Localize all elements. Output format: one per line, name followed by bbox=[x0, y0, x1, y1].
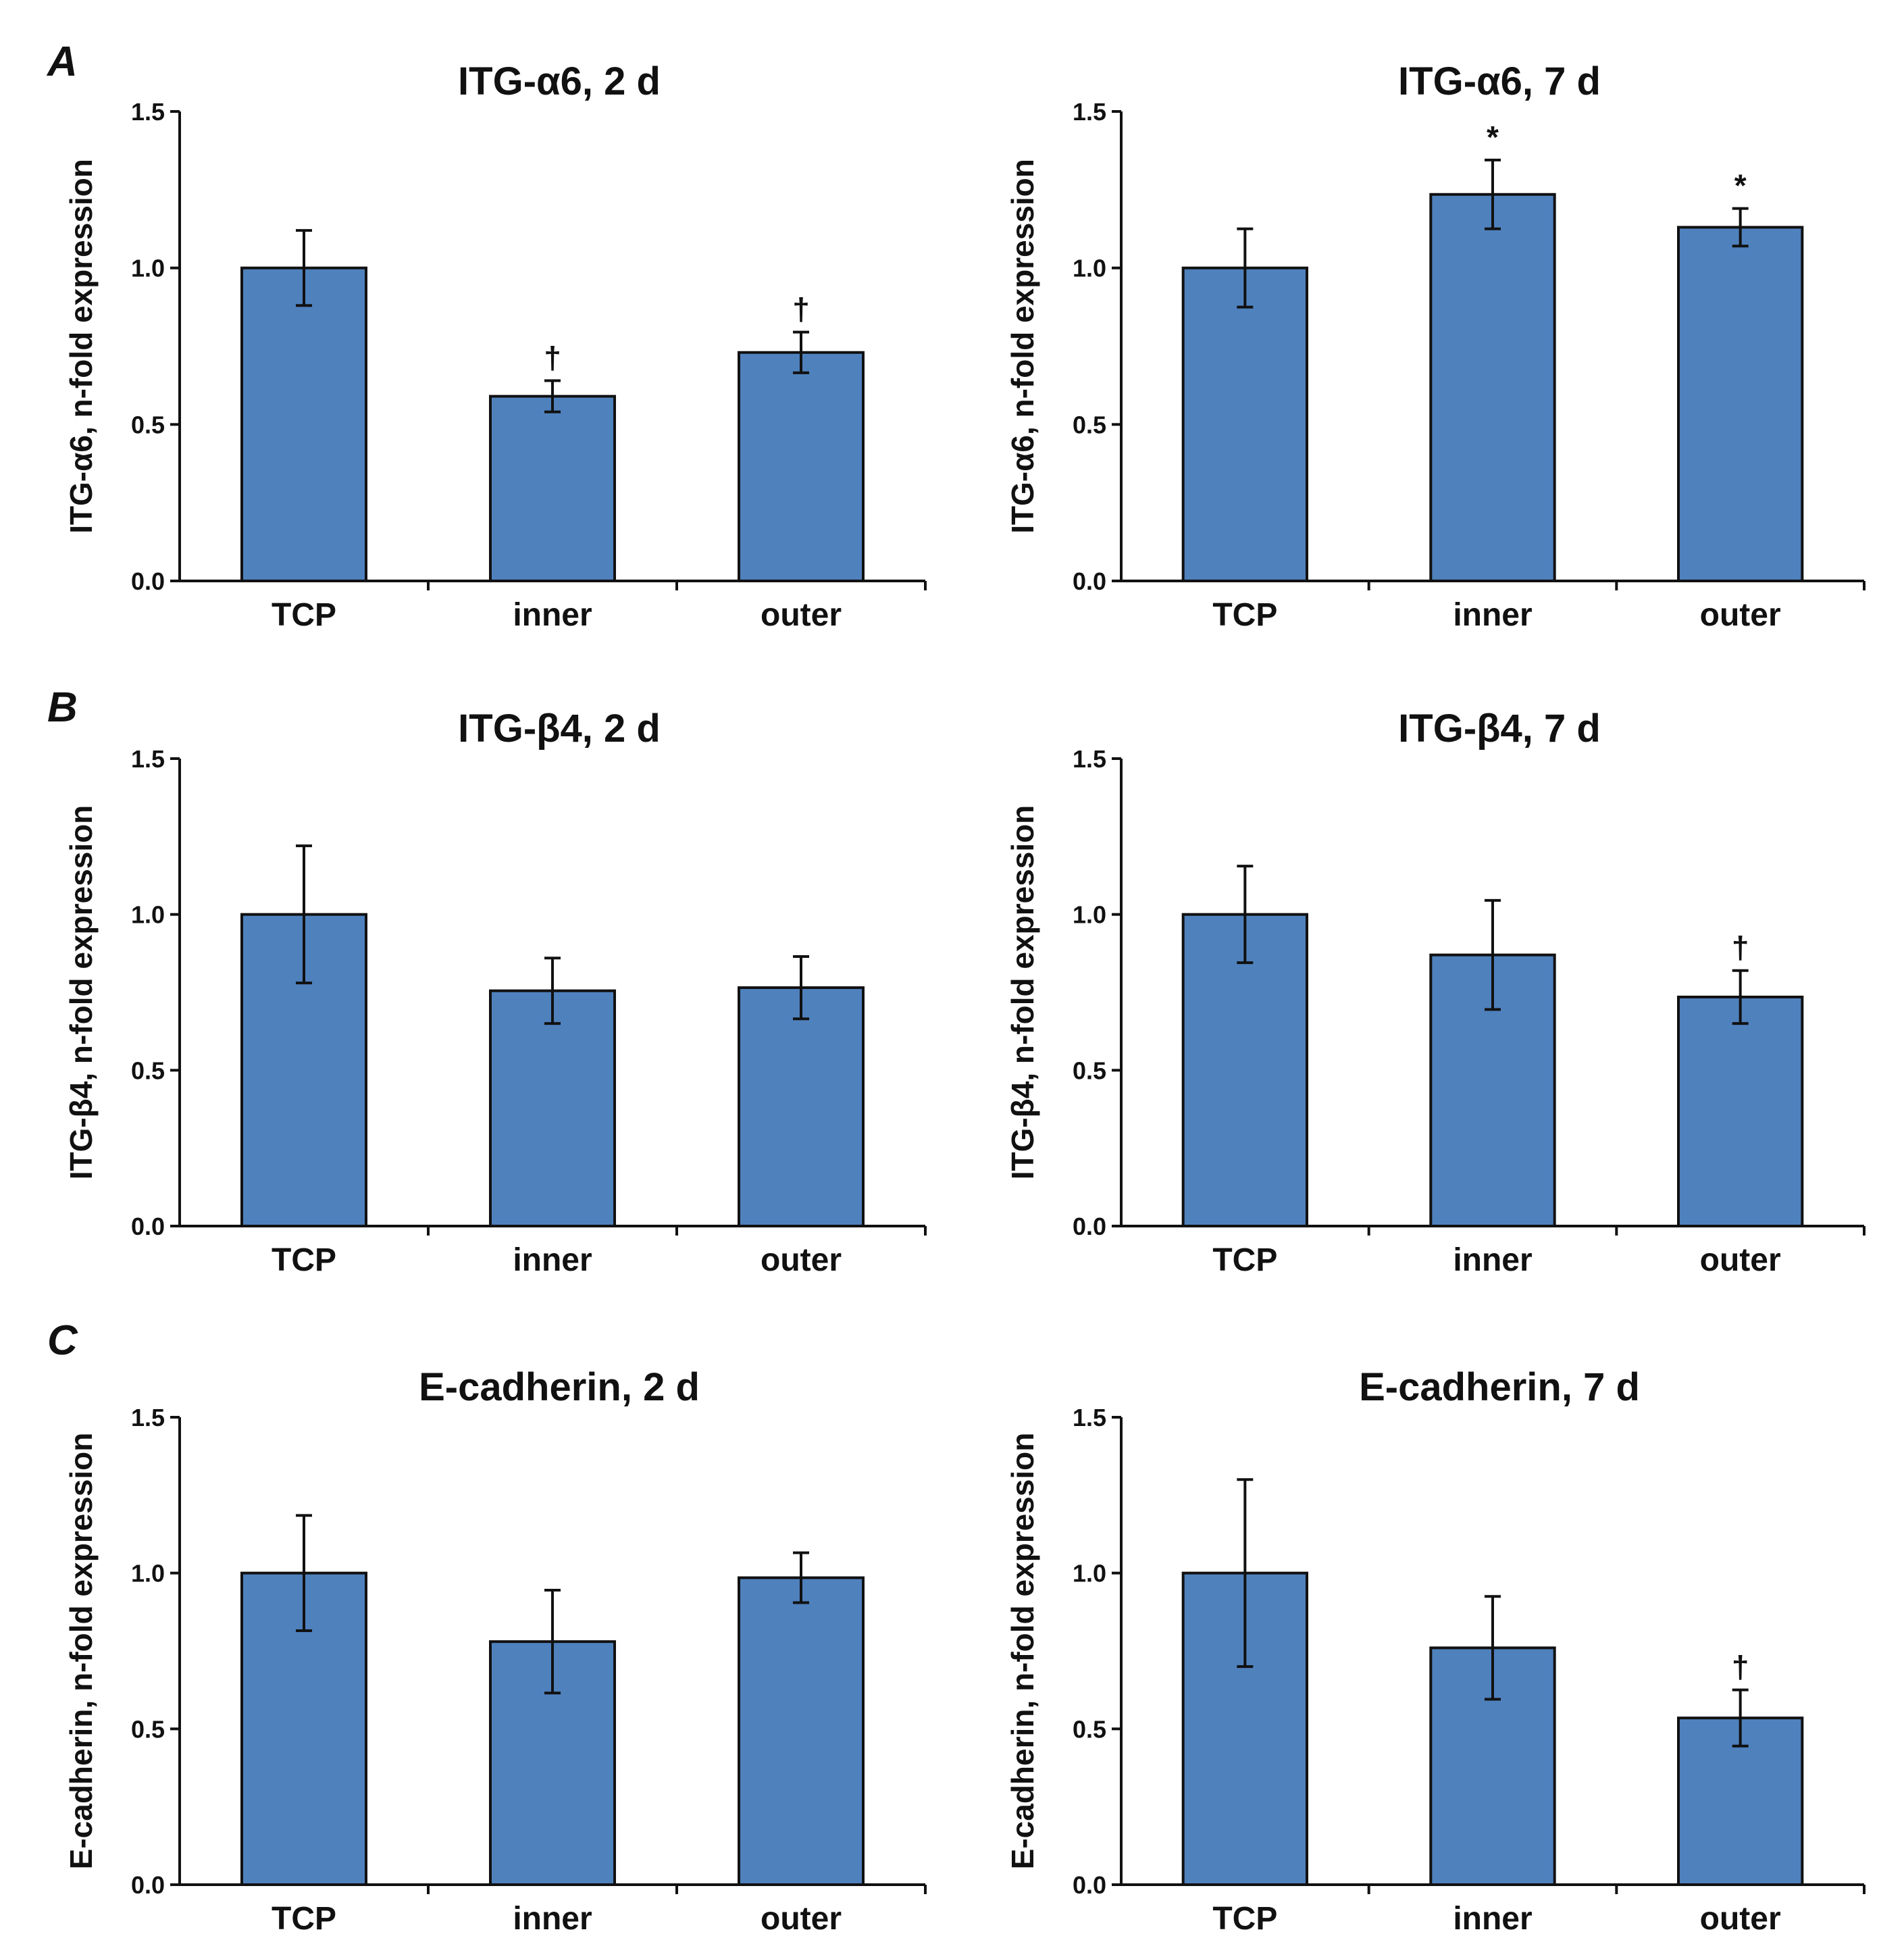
chart-title: E-cadherin, 2 d bbox=[419, 1365, 700, 1409]
bar-inner bbox=[489, 989, 616, 1228]
bar-inner bbox=[1429, 193, 1556, 582]
y-tick-label: 1.5 bbox=[1073, 1404, 1106, 1431]
y-tick-label: 1.5 bbox=[131, 1404, 165, 1431]
bar-outer bbox=[1677, 995, 1804, 1228]
significance-marker: * bbox=[1734, 168, 1747, 203]
bar-outer bbox=[738, 1576, 865, 1886]
x-category-label-outer: outer bbox=[761, 1901, 842, 1937]
chart-4: ITG-β4, 7 d ITG-β4, n-fold expression 0.0 0… bbox=[1005, 707, 1866, 1278]
y-tick-label: 1.5 bbox=[1073, 745, 1106, 773]
bar-inner bbox=[489, 395, 616, 583]
chart-2: ITG-α6, 7 d ITG-α6, n-fold expression 0.0 0… bbox=[1005, 59, 1866, 633]
y-tick-label: 1.5 bbox=[131, 98, 165, 126]
significance-marker: † bbox=[1732, 930, 1749, 965]
y-axis-label: ITG-α6, n-fold expression bbox=[1005, 159, 1040, 534]
y-tick-label: 1.0 bbox=[1073, 901, 1106, 929]
x-category-label-outer: outer bbox=[1700, 1901, 1781, 1937]
x-category-label-outer: outer bbox=[761, 597, 842, 633]
x-category-label-TCP: TCP bbox=[1212, 1242, 1277, 1278]
y-tick-label: 0.5 bbox=[1073, 1057, 1106, 1084]
panel-letter-a: A bbox=[46, 39, 78, 85]
y-tick-label: 0.5 bbox=[131, 411, 165, 438]
y-tick-label: 1.5 bbox=[131, 745, 165, 773]
significance-marker: * bbox=[1487, 120, 1499, 155]
y-tick-label: 1.0 bbox=[1073, 255, 1106, 282]
y-tick-label: 0.5 bbox=[1073, 411, 1106, 438]
y-axis-label: E-cadherin, n-fold expression bbox=[1005, 1433, 1040, 1870]
bar-outer bbox=[1677, 226, 1804, 582]
y-tick-label: 0.0 bbox=[1073, 1871, 1106, 1899]
y-tick-label: 0.0 bbox=[131, 567, 165, 595]
x-category-label-outer: outer bbox=[1700, 597, 1781, 633]
bar-TCP bbox=[1181, 266, 1308, 582]
significance-marker: † bbox=[544, 340, 561, 375]
x-category-label-inner: inner bbox=[1453, 597, 1532, 633]
y-axis-label: ITG-α6, n-fold expression bbox=[63, 159, 99, 534]
y-tick-label: 0.0 bbox=[131, 1871, 165, 1899]
x-category-label-TCP: TCP bbox=[272, 1242, 336, 1278]
y-tick-label: 0.0 bbox=[131, 1213, 165, 1240]
significance-marker: † bbox=[1732, 1650, 1749, 1685]
chart-1: A ITG-α6, 2 d ITG-α6, n-fold expression 0.0… bbox=[46, 39, 927, 633]
bar-outer bbox=[738, 986, 865, 1227]
significance-marker: † bbox=[792, 292, 810, 327]
chart-title: ITG-α6, 7 d bbox=[1398, 59, 1601, 103]
y-tick-label: 1.0 bbox=[131, 901, 165, 929]
chart-6: E-cadherin, 7 d E-cadherin, n-fold expres… bbox=[1005, 1365, 1866, 1937]
x-category-label-outer: outer bbox=[761, 1242, 842, 1278]
chart-title: ITG-β4, 2 d bbox=[458, 707, 661, 750]
y-tick-label: 1.5 bbox=[1073, 98, 1106, 126]
x-category-label-inner: inner bbox=[513, 1901, 592, 1937]
bar-outer bbox=[738, 351, 865, 582]
chart-title: ITG-α6, 2 d bbox=[458, 59, 661, 103]
panel-letter-c: C bbox=[47, 1317, 78, 1364]
panel-letter-b: B bbox=[47, 684, 78, 731]
y-axis-label: ITG-β4, n-fold expression bbox=[63, 805, 99, 1180]
x-category-label-outer: outer bbox=[1700, 1242, 1781, 1278]
y-tick-label: 0.5 bbox=[1073, 1715, 1106, 1743]
x-category-label-TCP: TCP bbox=[1212, 1901, 1277, 1937]
y-tick-label: 1.0 bbox=[131, 255, 165, 282]
y-tick-label: 0.5 bbox=[131, 1057, 165, 1084]
x-category-label-TCP: TCP bbox=[272, 1901, 336, 1937]
y-tick-label: 0.0 bbox=[1073, 1213, 1106, 1240]
y-tick-label: 0.0 bbox=[1073, 567, 1106, 595]
bar-TCP bbox=[240, 266, 367, 582]
chart-3: B ITG-β4, 2 d ITG-β4, n-fold expression 0.0… bbox=[47, 684, 927, 1278]
chart-title: E-cadherin, 7 d bbox=[1359, 1365, 1640, 1409]
y-tick-label: 1.0 bbox=[1073, 1560, 1106, 1587]
x-category-label-inner: inner bbox=[1453, 1242, 1532, 1278]
y-tick-label: 0.5 bbox=[131, 1715, 165, 1743]
chart-title: ITG-β4, 7 d bbox=[1398, 707, 1601, 750]
chart-5: C E-cadherin, 2 d E-cadherin, n-fold expre… bbox=[47, 1317, 927, 1937]
y-axis-label: E-cadherin, n-fold expression bbox=[63, 1433, 99, 1870]
x-category-label-TCP: TCP bbox=[272, 597, 336, 633]
x-category-label-inner: inner bbox=[1453, 1901, 1532, 1937]
y-tick-label: 1.0 bbox=[131, 1560, 165, 1587]
y-axis-label: ITG-β4, n-fold expression bbox=[1005, 805, 1040, 1180]
x-category-label-inner: inner bbox=[513, 1242, 592, 1278]
x-category-label-inner: inner bbox=[513, 597, 592, 633]
x-category-label-TCP: TCP bbox=[1212, 597, 1277, 633]
